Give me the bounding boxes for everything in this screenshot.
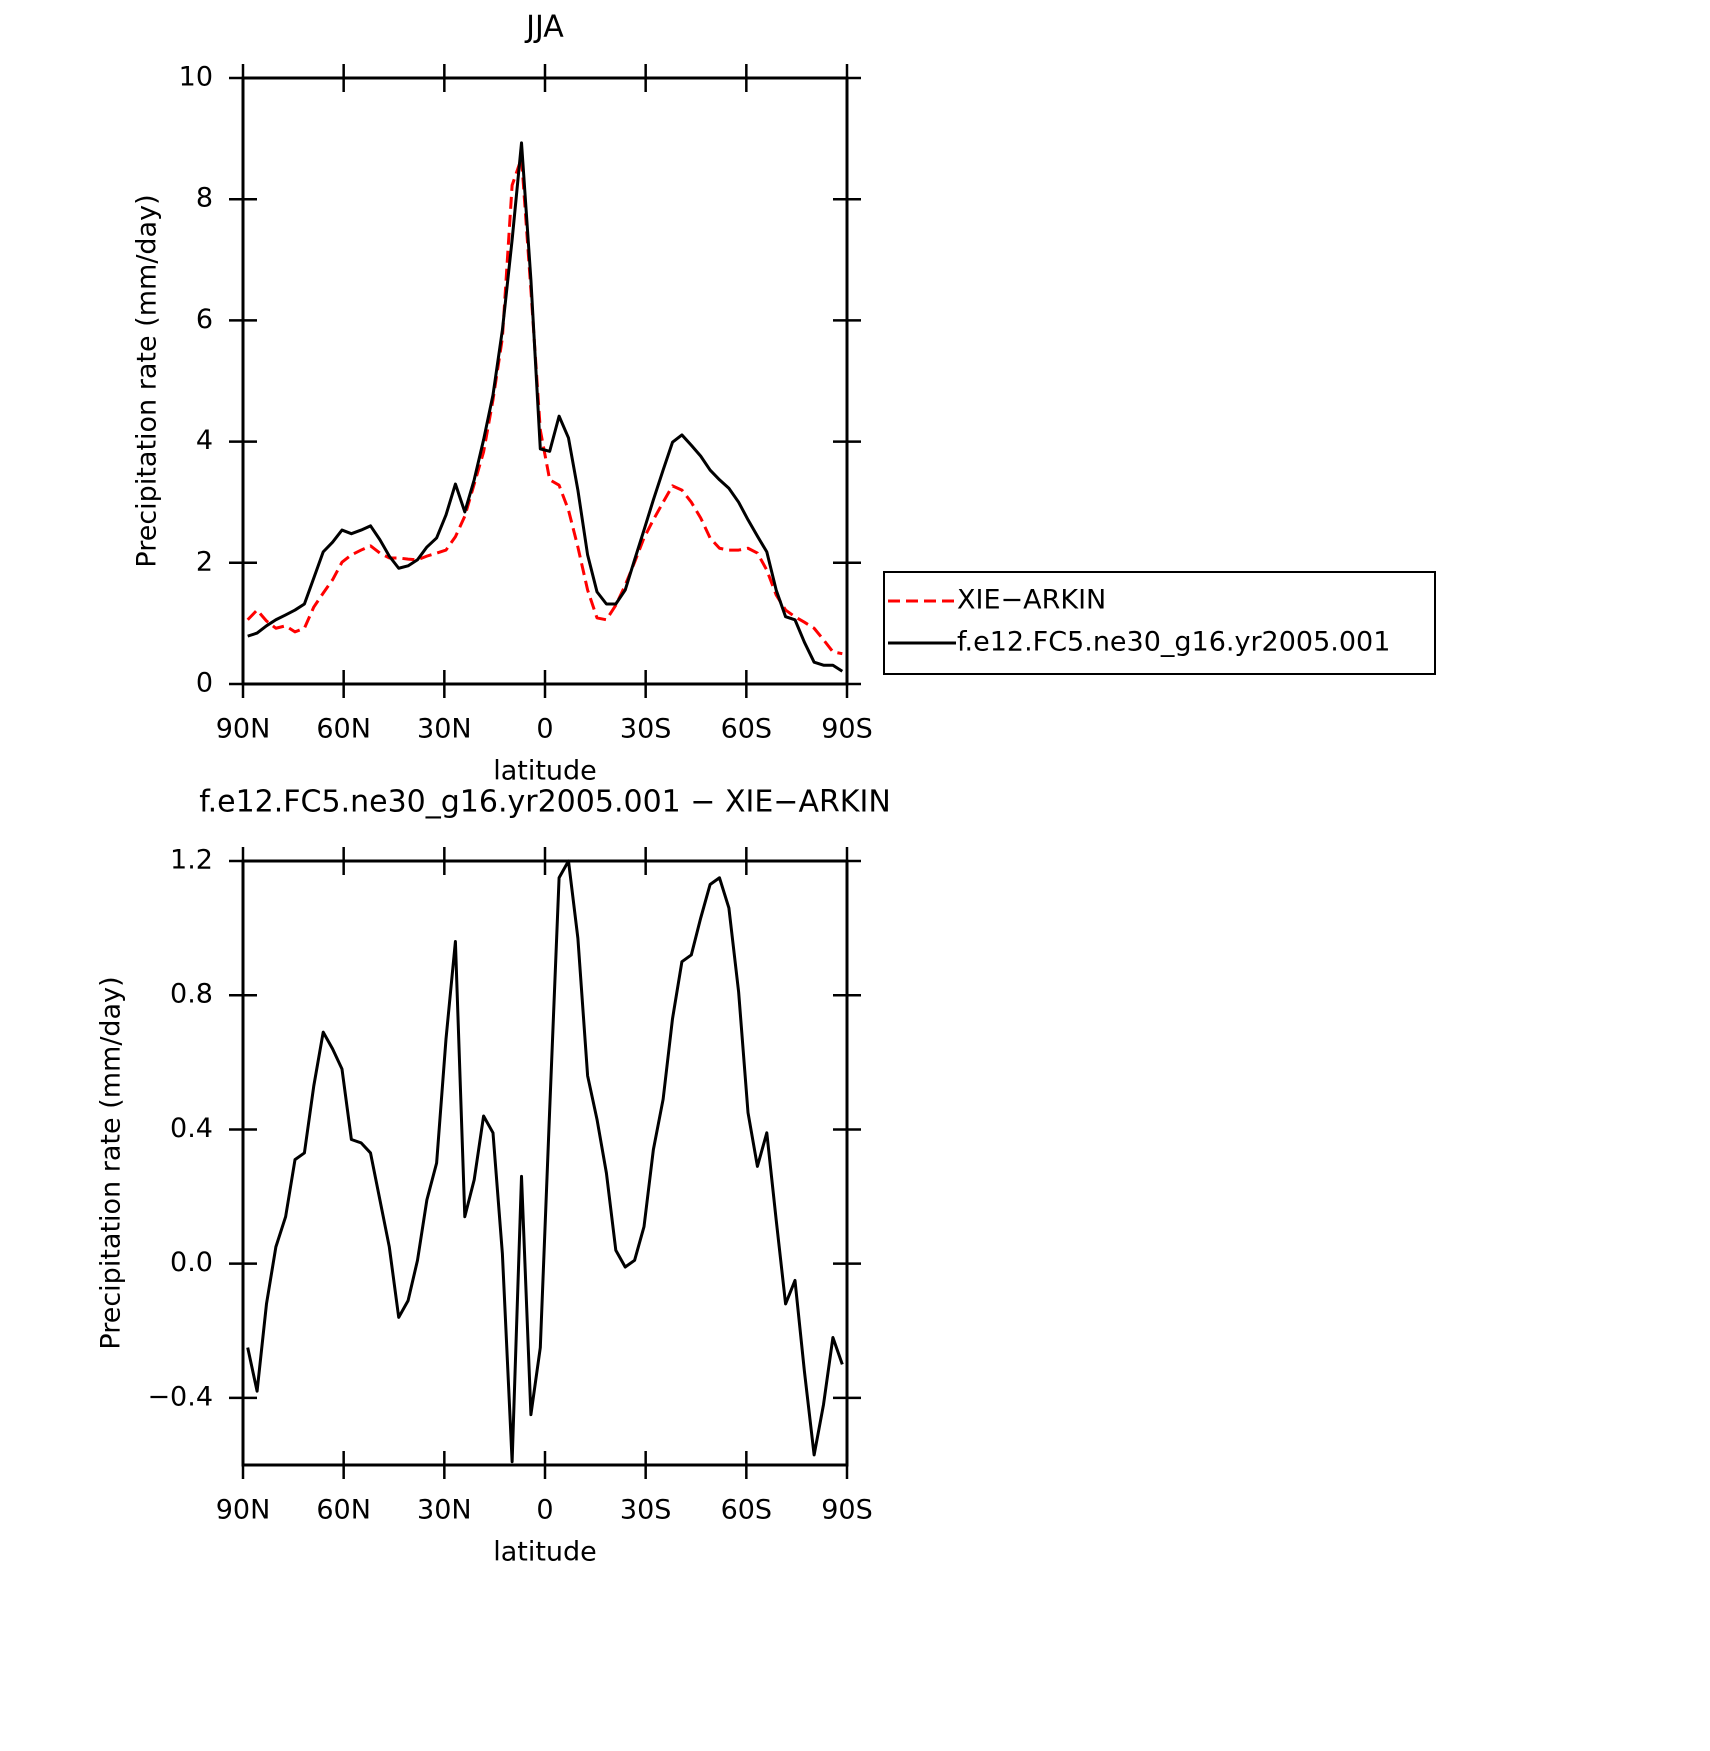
x-tick-label: 30N — [417, 1495, 472, 1526]
x-tick-label: 0 — [536, 1495, 553, 1526]
chart-title: JJA — [524, 10, 564, 45]
x-tick-label: 90S — [821, 714, 873, 745]
x-tick-label: 0 — [536, 714, 553, 745]
x-tick-label: 60S — [721, 714, 773, 745]
x-tick-label: 60S — [721, 1495, 773, 1526]
x-tick-label: 30S — [620, 1495, 672, 1526]
y-tick-label: 0 — [196, 668, 213, 699]
y-tick-label: 0.0 — [170, 1247, 213, 1278]
y-tick-label: 2 — [196, 546, 213, 577]
y-axis-label: Precipitation rate (mm/day) — [96, 976, 127, 1349]
legend-label: f.e12.FC5.ne30_g16.yr2005.001 — [957, 627, 1390, 658]
y-tick-label: 0.4 — [170, 1113, 213, 1144]
x-tick-label: 30S — [620, 714, 672, 745]
data-line — [247, 141, 844, 673]
y-tick-label: 0.8 — [170, 979, 213, 1010]
y-tick-label: 6 — [196, 304, 213, 335]
y-axis-label: Precipitation rate (mm/day) — [132, 194, 163, 567]
y-tick-label: 4 — [196, 425, 213, 456]
x-axis-label: latitude — [493, 1537, 597, 1568]
x-tick-label: 60N — [316, 714, 371, 745]
x-tick-label: 60N — [316, 1495, 371, 1526]
y-tick-label: −0.4 — [147, 1381, 213, 1412]
chart-title: f.e12.FC5.ne30_g16.yr2005.001 − XIE−ARKI… — [199, 785, 891, 820]
y-tick-label: 1.2 — [170, 845, 213, 876]
legend-label: XIE−ARKIN — [957, 585, 1106, 616]
y-tick-label: 10 — [179, 62, 213, 93]
legend-box — [883, 571, 1436, 675]
plot-frame — [241, 859, 849, 1467]
x-axis-label: latitude — [493, 756, 597, 787]
data-line — [246, 156, 843, 656]
y-tick-label: 8 — [196, 183, 213, 214]
plot-frame — [241, 76, 849, 686]
x-tick-label: 90N — [216, 1495, 271, 1526]
x-tick-label: 90N — [216, 714, 271, 745]
x-tick-label: 30N — [417, 714, 472, 745]
x-tick-label: 90S — [821, 1495, 873, 1526]
data-line — [246, 859, 844, 1464]
